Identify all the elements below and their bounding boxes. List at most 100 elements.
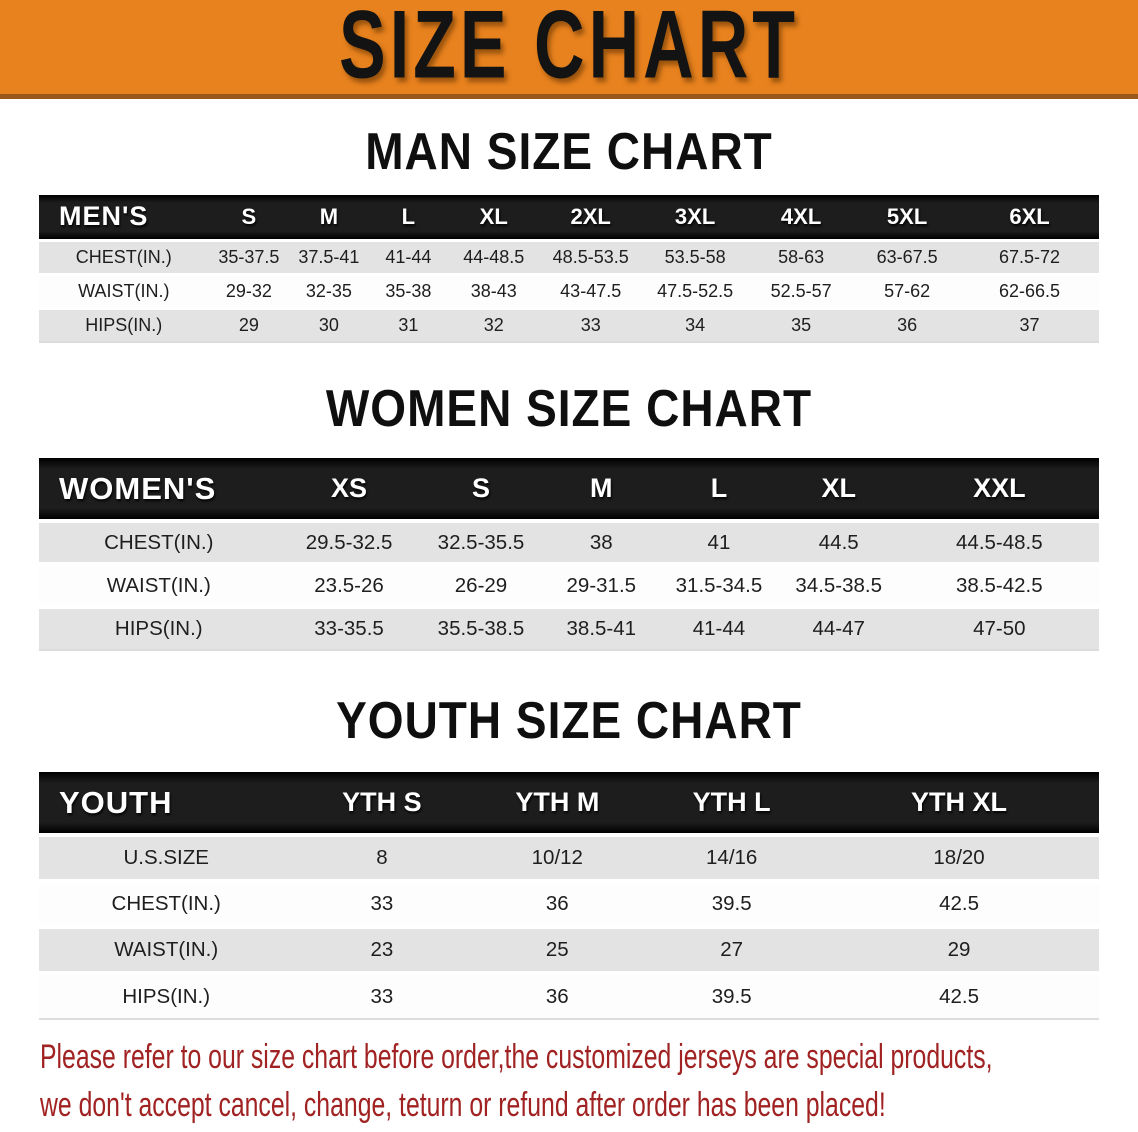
measurement-value: 33 xyxy=(293,879,471,927)
size-column-header: S xyxy=(208,195,290,240)
measurement-value: 35 xyxy=(748,306,855,342)
measurement-value: 38 xyxy=(542,519,661,564)
measurement-label: HIPS(IN.) xyxy=(39,306,209,342)
disclaimer-line-1: Please refer to our size chart before or… xyxy=(40,1036,993,1077)
measurement-value: 43-47.5 xyxy=(539,272,643,308)
measurement-value: 52.5-57 xyxy=(748,272,855,308)
measurement-value: 57-62 xyxy=(854,272,961,308)
measurement-value: 58-63 xyxy=(748,238,855,274)
measurement-value: 34 xyxy=(642,306,749,342)
measurement-value: 42.5 xyxy=(819,971,1099,1019)
size-column-header: 4XL xyxy=(748,195,855,240)
measurement-label: CHEST(IN.) xyxy=(39,519,279,564)
measurement-value: 36 xyxy=(470,971,645,1019)
measurement-value: 10/12 xyxy=(470,833,645,881)
measurement-label: U.S.SIZE xyxy=(39,833,294,881)
measurement-value: 29-32 xyxy=(208,272,290,308)
measurement-value: 41 xyxy=(660,519,778,564)
size-column-header: XL xyxy=(777,458,900,521)
measurement-value: 47.5-52.5 xyxy=(642,272,749,308)
measurement-row: HIPS(IN.) 33-35.5 35.5-38.5 38.5-41 41-44 44-… xyxy=(39,605,1099,650)
table-header-label: MEN'S xyxy=(39,195,209,240)
size-column-header: S xyxy=(419,458,543,521)
measurement-value: 38.5-41 xyxy=(542,605,661,650)
measurement-value: 37 xyxy=(960,306,1099,342)
measurement-value: 31 xyxy=(368,306,449,342)
size-column-header: YTH M xyxy=(470,772,645,835)
measurement-value: 23.5-26 xyxy=(278,562,420,607)
page-title: SIZE CHART xyxy=(339,0,799,99)
section-heading: MAN SIZE CHART xyxy=(365,121,773,181)
size-chart-section: YOUTH SIZE CHART YOUTH YTH S YTH M YTH L YT… xyxy=(0,690,1138,1020)
measurement-value: 36 xyxy=(854,306,961,342)
banner: SIZE CHART xyxy=(0,0,1138,99)
measurement-value: 41-44 xyxy=(660,605,778,650)
measurement-value: 23 xyxy=(293,925,471,973)
measurement-label: WAIST(IN.) xyxy=(39,925,294,973)
measurement-row: HIPS(IN.) 33 36 39.5 42.5 xyxy=(39,971,1099,1019)
measurement-value: 39.5 xyxy=(644,971,820,1019)
measurement-value: 29-31.5 xyxy=(542,562,661,607)
measurement-label: CHEST(IN.) xyxy=(39,238,209,274)
measurement-value: 44-48.5 xyxy=(448,238,540,274)
size-column-header: M xyxy=(289,195,369,240)
measurement-value: 18/20 xyxy=(819,833,1099,881)
size-table: MEN'S S M L XL 2XL 3XL 4XL 5XL 6XL CHEST(IN.) 35-… xyxy=(39,195,1099,343)
size-column-header: XS xyxy=(278,458,420,521)
measurement-value: 62-66.5 xyxy=(960,272,1099,308)
measurement-value: 41-44 xyxy=(368,238,449,274)
measurement-value: 32 xyxy=(448,306,540,342)
table-header-row: MEN'S S M L XL 2XL 3XL 4XL 5XL 6XL xyxy=(39,195,1099,240)
measurement-value: 35-38 xyxy=(368,272,449,308)
table-header-row: YOUTH YTH S YTH M YTH L YTH XL xyxy=(39,772,1099,835)
measurement-value: 48.5-53.5 xyxy=(539,238,643,274)
size-column-header: XL xyxy=(448,195,540,240)
measurement-value: 26-29 xyxy=(419,562,543,607)
section-heading: YOUTH SIZE CHART xyxy=(336,690,802,750)
size-column-header: 6XL xyxy=(960,195,1099,240)
size-column-header: YTH S xyxy=(293,772,471,835)
size-column-header: L xyxy=(368,195,449,240)
measurement-value: 32.5-35.5 xyxy=(419,519,543,564)
size-column-header: 3XL xyxy=(642,195,749,240)
sections: MAN SIZE CHART MEN'S S M L XL 2XL 3XL 4XL 5XL 6X… xyxy=(0,121,1138,1020)
table-header-label: WOMEN'S xyxy=(39,458,279,521)
measurement-value: 35.5-38.5 xyxy=(419,605,543,650)
size-table: WOMEN'S XS S M L XL XXL CHEST(IN.) 29.5-32.5 32… xyxy=(39,458,1099,651)
measurement-value: 37.5-41 xyxy=(289,238,369,274)
measurement-value: 44.5 xyxy=(777,519,900,564)
measurement-value: 39.5 xyxy=(644,879,820,927)
measurement-value: 36 xyxy=(470,879,645,927)
size-chart-section: WOMEN SIZE CHART WOMEN'S XS S M L XL XXL CHES… xyxy=(0,379,1138,651)
measurement-value: 42.5 xyxy=(819,879,1099,927)
measurement-value: 14/16 xyxy=(644,833,820,881)
measurement-row: CHEST(IN.) 33 36 39.5 42.5 xyxy=(39,879,1099,927)
table-header-row: WOMEN'S XS S M L XL XXL xyxy=(39,458,1099,521)
measurement-value: 53.5-58 xyxy=(642,238,749,274)
measurement-label: WAIST(IN.) xyxy=(39,272,209,308)
measurement-value: 33 xyxy=(539,306,643,342)
measurement-row: CHEST(IN.) 35-37.5 37.5-41 41-44 44-48.5 48.5… xyxy=(39,238,1099,274)
measurement-value: 44-47 xyxy=(777,605,900,650)
measurement-label: HIPS(IN.) xyxy=(39,971,294,1019)
measurement-value: 35-37.5 xyxy=(208,238,290,274)
size-column-header: M xyxy=(542,458,661,521)
measurement-value: 8 xyxy=(293,833,471,881)
measurement-value: 63-67.5 xyxy=(854,238,961,274)
measurement-value: 67.5-72 xyxy=(960,238,1099,274)
measurement-value: 38-43 xyxy=(448,272,540,308)
size-column-header: XXL xyxy=(899,458,1099,521)
size-chart-section: MAN SIZE CHART MEN'S S M L XL 2XL 3XL 4XL 5XL 6X… xyxy=(0,121,1138,343)
measurement-value: 25 xyxy=(470,925,645,973)
measurement-value: 33 xyxy=(293,971,471,1019)
measurement-value: 34.5-38.5 xyxy=(777,562,900,607)
measurement-value: 27 xyxy=(644,925,820,973)
size-column-header: YTH L xyxy=(644,772,820,835)
measurement-value: 29 xyxy=(819,925,1099,973)
size-column-header: 5XL xyxy=(854,195,961,240)
measurement-value: 44.5-48.5 xyxy=(899,519,1099,564)
measurement-value: 33-35.5 xyxy=(278,605,420,650)
size-column-header: L xyxy=(660,458,778,521)
measurement-value: 29.5-32.5 xyxy=(278,519,420,564)
